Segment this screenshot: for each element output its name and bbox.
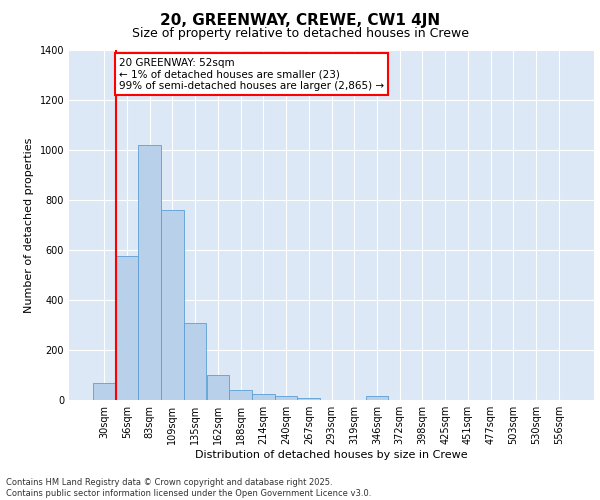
Bar (93, 382, 116, 400)
Text: 20 GREENWAY: 52sqm
← 1% of detached houses are smaller (23)
99% of semi-detached: 20 GREENWAY: 52sqm ← 1% of detached hous… (119, 58, 384, 90)
X-axis label: Distribution of detached houses by size in Crewe: Distribution of detached houses by size … (195, 450, 468, 460)
Bar (139, 145, 161, 400)
Bar (252, 394, 275, 400)
Bar (116, 256, 139, 400)
Bar (184, 322, 206, 400)
Bar (275, 396, 298, 400)
Bar (161, 210, 184, 400)
Bar (229, 390, 252, 400)
Text: 20, GREENWAY, CREWE, CW1 4JN: 20, GREENWAY, CREWE, CW1 4JN (160, 12, 440, 28)
Bar (365, 396, 388, 400)
Text: Size of property relative to detached houses in Crewe: Size of property relative to detached ho… (131, 28, 469, 40)
Y-axis label: Number of detached properties: Number of detached properties (24, 138, 34, 312)
Bar (206, 375, 229, 400)
Bar (298, 398, 320, 400)
Text: Contains HM Land Registry data © Crown copyright and database right 2025.
Contai: Contains HM Land Registry data © Crown c… (6, 478, 371, 498)
